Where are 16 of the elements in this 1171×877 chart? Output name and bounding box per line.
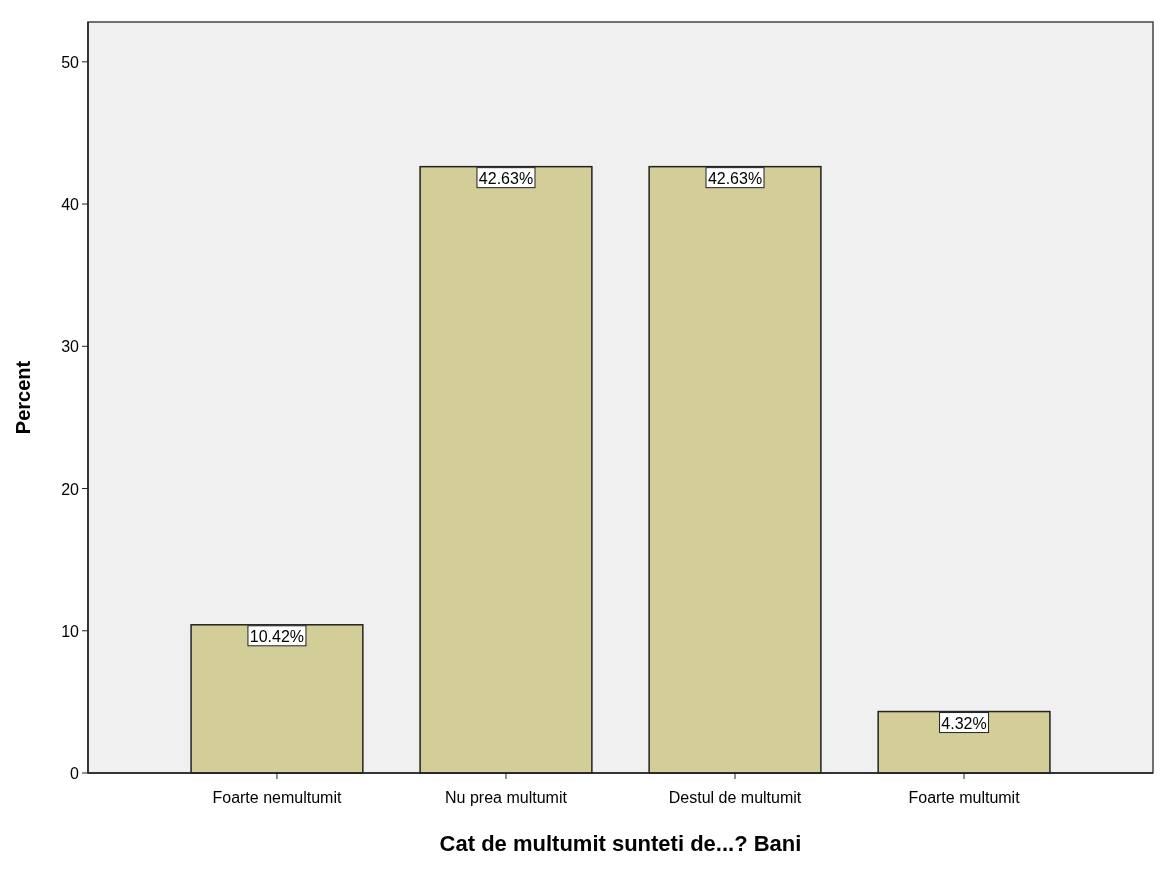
x-tick-label: Nu prea multumit [445, 789, 568, 806]
data-label: 42.63% [707, 169, 763, 187]
x-axis-title: Cat de multumit sunteti de...? Bani [439, 831, 802, 856]
y-tick-label: 10 [61, 622, 80, 640]
x-tick-label: Foarte multumit [908, 789, 1021, 806]
y-tick-label: 30 [61, 338, 80, 356]
data-label: 10.42% [249, 627, 305, 645]
y-tick-label: 20 [61, 480, 80, 498]
y-tick-label: 0 [70, 765, 80, 782]
y-tick-label: 50 [61, 53, 80, 71]
x-tick-label: Destul de multumit [668, 789, 802, 806]
x-tick-label: Foarte nemultumit [212, 789, 342, 806]
data-label: 42.63% [478, 169, 534, 187]
y-tick-label: 40 [61, 196, 80, 214]
y-axis-title: Percent [12, 360, 34, 435]
data-label: 4.32% [941, 714, 987, 732]
